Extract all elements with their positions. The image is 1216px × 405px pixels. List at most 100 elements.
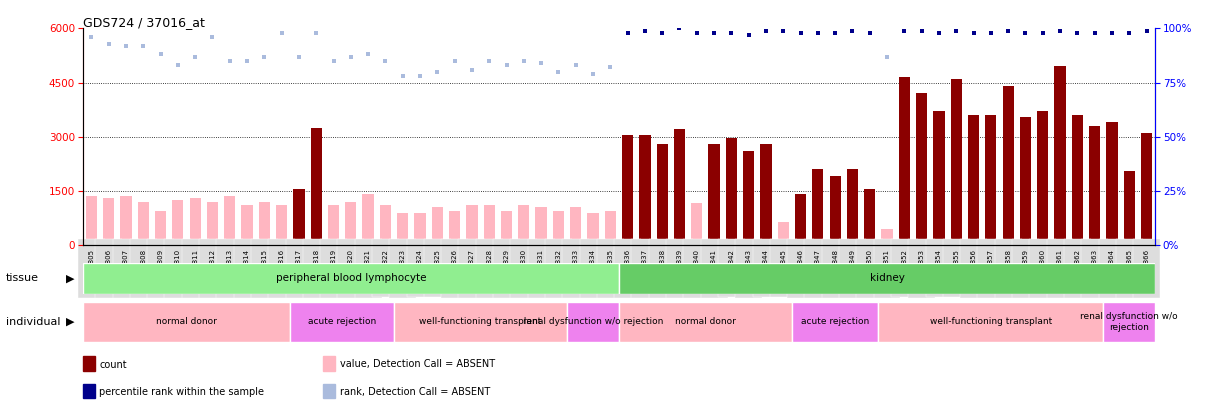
Bar (259, 202, 270, 245)
Point (946, 27, 966, 34)
Bar (83, 263, 619, 294)
Bar (291, 302, 394, 342)
Bar (323, 356, 336, 371)
Point (289, 53, 309, 60)
Text: acute rejection: acute rejection (801, 318, 869, 326)
Point (1120, 30, 1139, 36)
Point (306, 30, 326, 36)
Bar (1090, 126, 1100, 245)
Point (895, 27, 914, 34)
Point (670, 25, 689, 32)
Bar (846, 169, 858, 245)
Text: renal dysfunction w/o
rejection: renal dysfunction w/o rejection (1081, 312, 1178, 332)
Bar (760, 144, 772, 245)
Bar (432, 207, 443, 245)
Bar (501, 211, 512, 245)
Bar (535, 207, 547, 245)
Point (1034, 30, 1053, 36)
Point (826, 30, 845, 36)
Point (548, 68, 568, 75)
Point (653, 30, 672, 36)
Bar (484, 205, 495, 245)
Text: normal donor: normal donor (675, 318, 736, 326)
Text: renal dysfunction w/o rejection: renal dysfunction w/o rejection (523, 318, 663, 326)
Text: individual: individual (6, 317, 61, 327)
Point (618, 30, 637, 36)
Point (134, 43, 153, 49)
Text: ▶: ▶ (66, 317, 74, 327)
Bar (691, 203, 703, 245)
Text: tissue: tissue (6, 273, 39, 283)
Bar (640, 135, 651, 245)
Bar (83, 356, 95, 371)
Bar (726, 139, 737, 245)
Point (929, 30, 948, 36)
Bar (173, 200, 184, 245)
Point (635, 27, 654, 34)
Bar (882, 229, 893, 245)
Bar (394, 302, 567, 342)
Bar (154, 211, 167, 245)
Point (531, 60, 551, 66)
Text: well-functioning transplant: well-functioning transplant (930, 318, 1052, 326)
Bar (276, 205, 287, 245)
Bar (899, 77, 910, 245)
Bar (1103, 302, 1155, 342)
Bar (812, 169, 823, 245)
Point (860, 30, 879, 36)
Bar (207, 202, 218, 245)
Bar (657, 144, 668, 245)
Bar (951, 79, 962, 245)
Point (237, 58, 257, 64)
Bar (916, 93, 928, 245)
Point (739, 32, 759, 38)
Point (721, 30, 741, 36)
Bar (619, 302, 792, 342)
Bar (310, 128, 322, 245)
Bar (345, 202, 356, 245)
Bar (553, 211, 564, 245)
Point (981, 30, 1001, 36)
Point (877, 53, 896, 60)
Bar (709, 144, 720, 245)
Point (1137, 27, 1156, 34)
Point (323, 58, 343, 64)
Bar (415, 213, 426, 245)
Point (81, 34, 101, 40)
Bar (120, 196, 131, 245)
Bar (1071, 115, 1083, 245)
Point (843, 27, 862, 34)
Point (376, 58, 395, 64)
Bar (934, 111, 945, 245)
Point (151, 51, 170, 58)
Bar (398, 213, 409, 245)
Point (912, 27, 931, 34)
Bar (619, 263, 1155, 294)
Point (359, 51, 378, 58)
Point (1051, 27, 1070, 34)
Bar (792, 302, 878, 342)
Bar (1002, 86, 1014, 245)
Point (809, 30, 828, 36)
Bar (1124, 171, 1135, 245)
Text: count: count (100, 360, 126, 369)
Point (340, 53, 360, 60)
Text: acute rejection: acute rejection (308, 318, 376, 326)
Bar (1020, 117, 1031, 245)
Point (1068, 30, 1087, 36)
Bar (1107, 122, 1118, 245)
Bar (985, 115, 996, 245)
Bar (743, 151, 754, 245)
Text: kidney: kidney (869, 273, 905, 283)
Bar (83, 302, 291, 342)
Text: peripheral blood lymphocyte: peripheral blood lymphocyte (276, 273, 426, 283)
Point (168, 62, 187, 68)
Bar (85, 196, 97, 245)
Bar (379, 205, 392, 245)
Text: percentile rank within the sample: percentile rank within the sample (100, 387, 264, 397)
Bar (242, 205, 253, 245)
Bar (362, 194, 373, 245)
Point (687, 30, 706, 36)
Bar (567, 302, 619, 342)
Text: GDS724 / 37016_at: GDS724 / 37016_at (83, 16, 204, 29)
